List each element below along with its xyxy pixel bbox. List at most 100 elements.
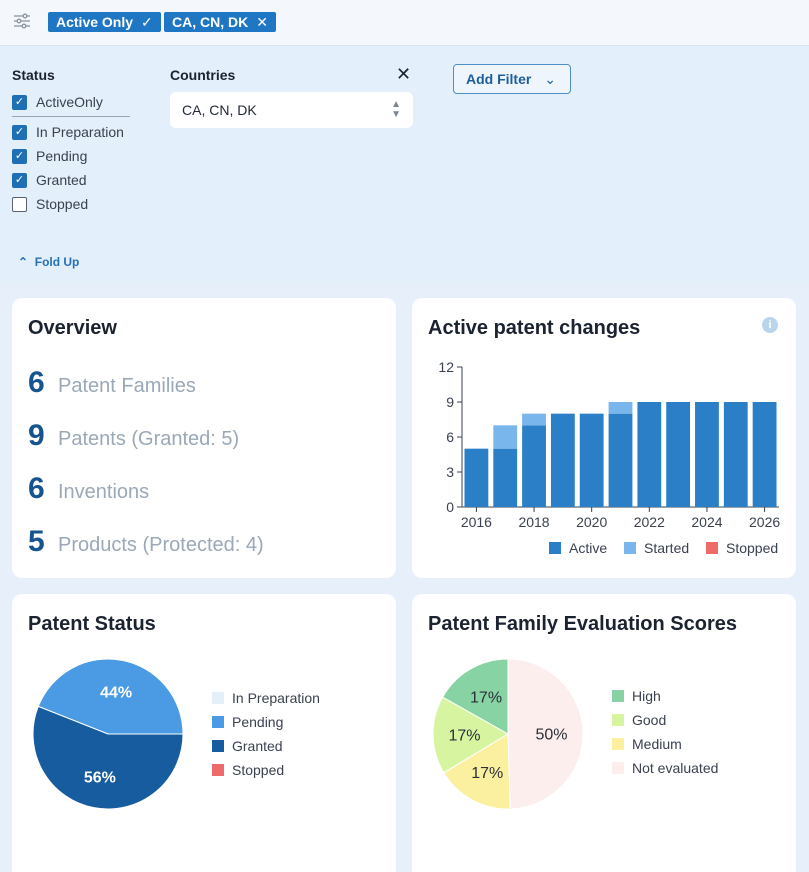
bar-chart: 036912201620182020202220242026 — [412, 353, 796, 538]
legend-swatch — [212, 764, 224, 776]
legend-item-not-evaluated[interactable]: Not evaluated — [612, 760, 718, 776]
checkbox-checked-icon[interactable]: ✓ — [12, 173, 27, 188]
overview-row-patents: 9Patents (Granted: 5) — [28, 419, 239, 453]
legend-swatch — [212, 716, 224, 728]
pie-label-not-evaluated: 50% — [535, 726, 567, 743]
close-icon[interactable]: ✕ — [256, 12, 268, 32]
overview-label: Patents (Granted: 5) — [58, 428, 239, 450]
active-filters-bar: Active Only✓ CA, CN, DK ✕ — [0, 0, 809, 46]
legend-item-pending[interactable]: Pending — [212, 714, 283, 730]
option-label: ActiveOnly — [36, 94, 103, 110]
countries-select[interactable]: CA, CN, DK ▲▼ — [170, 92, 413, 128]
legend-swatch — [612, 762, 624, 774]
checkbox-checked-icon[interactable]: ✓ — [12, 125, 27, 140]
chevron-up-icon: ⌃ — [18, 255, 28, 269]
add-filter-button[interactable]: Add Filter ⌄ — [453, 64, 571, 94]
y-tick-label: 12 — [438, 359, 454, 375]
chip-label: CA, CN, DK — [172, 14, 248, 30]
overview-value: 5 — [28, 525, 58, 559]
legend-item-stopped[interactable]: Stopped — [706, 540, 778, 556]
card-title: Patent Family Evaluation Scores — [428, 613, 737, 636]
pie-label-good: 17% — [448, 728, 480, 745]
bar-started-2017 — [493, 425, 517, 448]
overview-row-patent-families: 6Patent Families — [28, 366, 196, 400]
overview-value: 6 — [28, 366, 58, 400]
legend-label: In Preparation — [232, 690, 320, 706]
legend-swatch — [706, 542, 718, 554]
legend-item-stopped[interactable]: Stopped — [212, 762, 284, 778]
pie-label-medium: 17% — [471, 765, 503, 782]
legend-label: Not evaluated — [632, 760, 718, 776]
chip-countries[interactable]: CA, CN, DK ✕ — [164, 12, 276, 32]
status-option-active-only[interactable]: ✓ ActiveOnly — [12, 93, 103, 111]
overview-value: 6 — [28, 472, 58, 506]
bar-active-2023 — [666, 402, 690, 507]
status-option-stopped[interactable]: Stopped — [12, 195, 88, 213]
legend-label: Medium — [632, 736, 682, 752]
overview-row-inventions: 6Inventions — [28, 472, 149, 506]
pie-label-pending: 44% — [100, 684, 132, 701]
status-option-in-preparation[interactable]: ✓ In Preparation — [12, 123, 124, 141]
legend-swatch — [612, 714, 624, 726]
legend-swatch — [624, 542, 636, 554]
chip-active-only[interactable]: Active Only✓ — [48, 12, 161, 32]
option-label: In Preparation — [36, 124, 124, 140]
overview-label: Inventions — [58, 481, 149, 503]
legend-item-high[interactable]: High — [612, 688, 661, 704]
patent-changes-card: Active patent changes i 0369122016201820… — [412, 298, 796, 578]
legend-label: Started — [644, 540, 689, 556]
legend-item-in-preparation[interactable]: In Preparation — [212, 690, 320, 706]
bar-started-2018 — [522, 414, 546, 426]
y-tick-label: 9 — [446, 394, 454, 410]
patent-status-card: Patent Status 44%56% In Preparation Pend… — [12, 594, 396, 872]
overview-card: Overview 6Patent Families 9Patents (Gran… — [12, 298, 396, 578]
legend-item-active[interactable]: Active — [549, 540, 607, 556]
y-tick-label: 0 — [446, 499, 454, 515]
card-title: Patent Status — [28, 613, 156, 636]
bar-active-2022 — [637, 402, 661, 507]
checkbox-checked-icon[interactable]: ✓ — [12, 149, 27, 164]
patent-status-pie: 44%56% — [31, 657, 185, 811]
bar-active-2026 — [753, 402, 777, 507]
legend-label: Stopped — [726, 540, 778, 556]
legend-item-started[interactable]: Started — [624, 540, 689, 556]
bar-active-2019 — [551, 414, 575, 507]
chip-label: Active Only — [56, 14, 133, 30]
legend-swatch — [549, 542, 561, 554]
x-tick-label: 2024 — [691, 514, 722, 530]
fold-up-button[interactable]: ⌃ Fold Up — [18, 255, 79, 269]
divider — [12, 116, 130, 117]
bar-active-2016 — [465, 449, 489, 507]
legend-label: Granted — [232, 738, 283, 754]
legend-item-medium[interactable]: Medium — [612, 736, 682, 752]
bar-active-2018 — [522, 425, 546, 507]
x-tick-label: 2016 — [461, 514, 492, 530]
close-icon[interactable]: ✕ — [396, 65, 411, 83]
legend-item-good[interactable]: Good — [612, 712, 666, 728]
option-label: Pending — [36, 148, 87, 164]
overview-label: Patent Families — [58, 375, 196, 397]
overview-value: 9 — [28, 419, 58, 453]
x-tick-label: 2018 — [518, 514, 549, 530]
bar-active-2024 — [695, 402, 719, 507]
info-icon[interactable]: i — [762, 317, 778, 333]
select-arrows-icon: ▲▼ — [391, 92, 401, 120]
bar-active-2017 — [493, 449, 517, 507]
filter-settings-icon[interactable] — [12, 11, 32, 31]
bar-started-2021 — [609, 402, 633, 414]
overview-row-products: 5Products (Protected: 4) — [28, 525, 264, 559]
legend-label: Active — [569, 540, 607, 556]
y-tick-label: 3 — [446, 464, 454, 480]
checkbox-checked-icon[interactable]: ✓ — [12, 95, 27, 110]
status-option-pending[interactable]: ✓ Pending — [12, 147, 87, 165]
legend-swatch — [212, 740, 224, 752]
option-label: Granted — [36, 172, 87, 188]
checkbox-unchecked-icon[interactable] — [12, 197, 27, 212]
add-filter-label: Add Filter — [466, 71, 531, 87]
legend-item-granted[interactable]: Granted — [212, 738, 283, 754]
x-tick-label: 2022 — [634, 514, 665, 530]
status-option-granted[interactable]: ✓ Granted — [12, 171, 87, 189]
evaluation-scores-pie: 17%17%17%50% — [431, 657, 585, 811]
legend-swatch — [612, 690, 624, 702]
card-title: Active patent changes — [428, 317, 640, 340]
